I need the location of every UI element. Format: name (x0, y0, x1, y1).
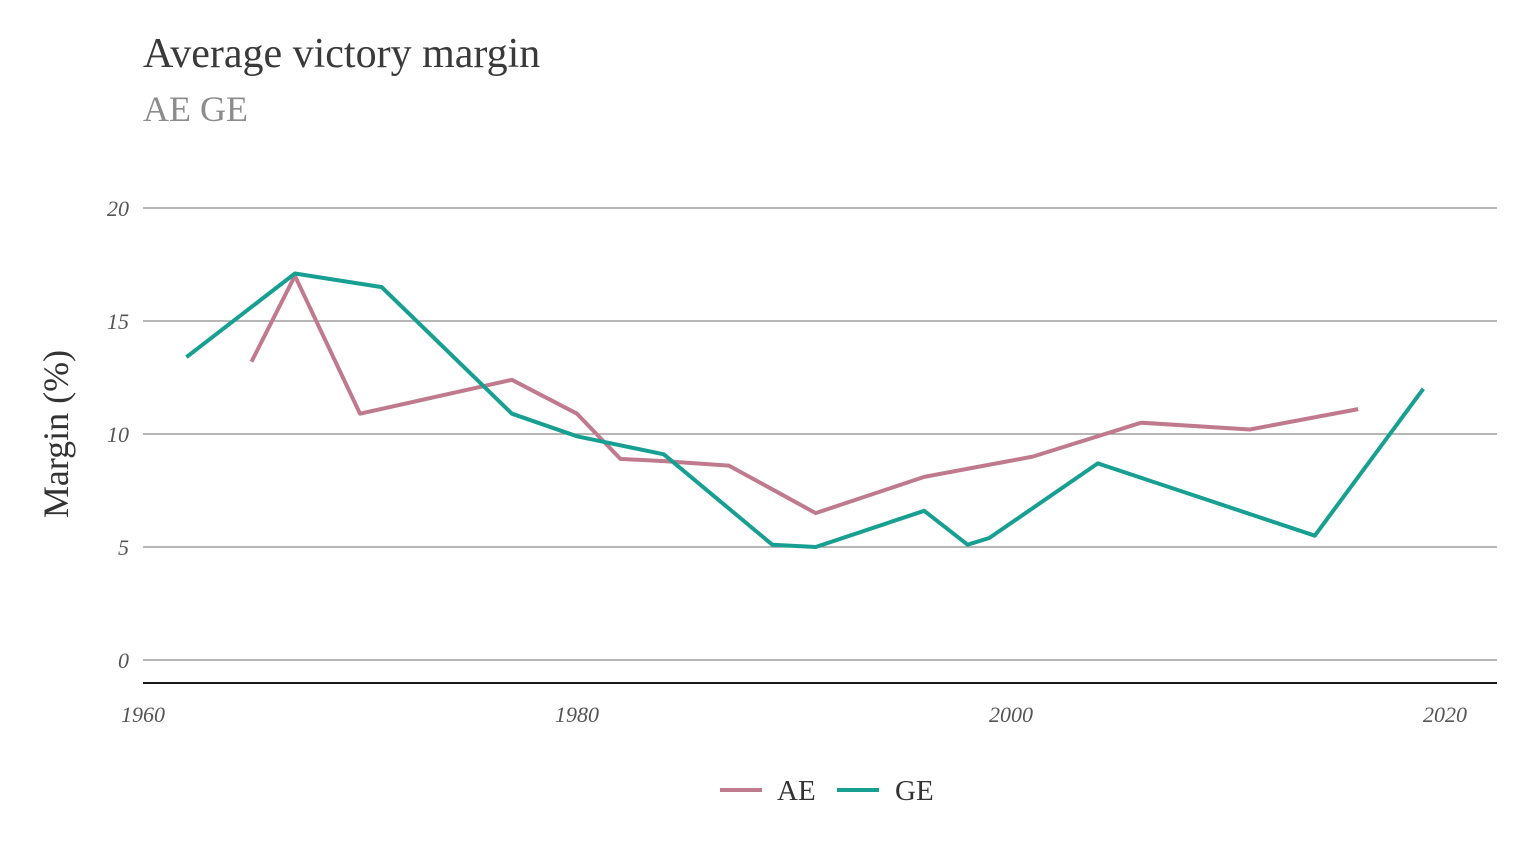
x-tick-label: 2000 (989, 702, 1033, 727)
y-tick-label: 15 (107, 309, 129, 334)
x-axis-ticks: 1960 1980 2000 2020 (121, 702, 1467, 727)
y-tick-label: 10 (107, 422, 129, 447)
chart-subtitle: AE GE (143, 89, 248, 129)
x-tick-label: 2020 (1423, 702, 1467, 727)
grid-lines (143, 207, 1497, 661)
y-axis-ticks: 0 5 10 15 20 (107, 196, 129, 673)
y-axis-title: Margin (%) (36, 350, 76, 518)
legend-label-ae: AE (777, 775, 816, 807)
x-tick-label: 1960 (121, 702, 165, 727)
legend: AE GE (720, 775, 934, 807)
series-line-ae (249, 273, 1359, 516)
series-line-ge (185, 271, 1425, 549)
y-tick-label: 20 (107, 196, 129, 221)
y-tick-label: 5 (118, 535, 129, 560)
series-lines (185, 271, 1425, 549)
y-tick-label: 0 (118, 648, 129, 673)
chart-title: Average victory margin (143, 31, 541, 77)
x-tick-label: 1980 (555, 702, 599, 727)
legend-label-ge: GE (895, 775, 934, 807)
